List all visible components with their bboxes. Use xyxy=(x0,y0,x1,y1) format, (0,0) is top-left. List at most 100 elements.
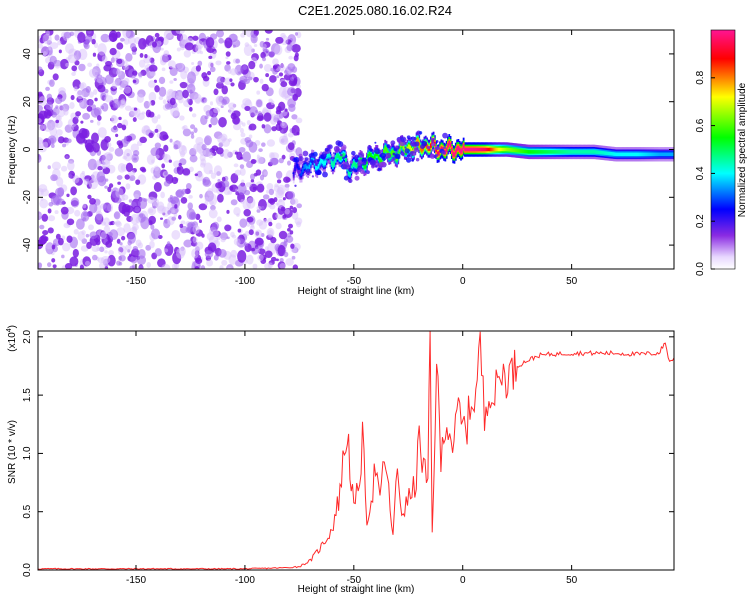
noise-blob xyxy=(76,90,84,100)
noise-blob xyxy=(284,183,290,188)
noise-blob xyxy=(48,201,54,207)
ridge-cell xyxy=(609,151,611,156)
ridge-cell xyxy=(457,145,460,151)
noise-blob xyxy=(209,66,216,73)
noise-blob xyxy=(176,166,181,171)
noise-blob xyxy=(220,105,224,109)
ridge-cell xyxy=(342,152,345,158)
noise-blob xyxy=(289,230,294,235)
noise-blob xyxy=(255,110,259,113)
ridge-cell xyxy=(547,150,550,154)
ridge-cell xyxy=(300,171,303,176)
noise-blob xyxy=(138,59,146,68)
ridge-blob xyxy=(375,165,378,168)
noise-blob xyxy=(77,31,86,43)
noise-blob xyxy=(150,224,155,230)
noise-blob xyxy=(116,122,123,129)
noise-blob xyxy=(268,51,275,58)
noise-blob xyxy=(103,64,112,72)
noise-blob xyxy=(278,230,288,240)
noise-blob xyxy=(94,97,98,102)
noise-blob xyxy=(161,163,166,169)
ridge-blob xyxy=(327,144,333,150)
noise-blob xyxy=(161,264,171,269)
noise-blob xyxy=(224,37,233,49)
noise-blob xyxy=(92,52,97,57)
noise-blob xyxy=(38,96,47,106)
noise-blob xyxy=(284,208,290,215)
ridge-blob xyxy=(302,150,309,157)
noise-blob xyxy=(38,118,42,124)
ridge-blob xyxy=(378,149,382,153)
noise-blob xyxy=(228,102,236,110)
noise-blob xyxy=(89,202,98,214)
noise-blob xyxy=(249,106,258,117)
noise-blob xyxy=(96,120,101,126)
noise-blob xyxy=(163,144,169,152)
noise-blob xyxy=(208,169,214,175)
noise-blob xyxy=(116,175,123,181)
ridge-cell xyxy=(488,147,491,152)
noise-blob xyxy=(109,47,117,56)
ridge-blob xyxy=(369,159,376,166)
noise-blob xyxy=(261,124,266,129)
noise-blob xyxy=(72,79,81,90)
noise-blob xyxy=(123,64,129,71)
ridge-cell xyxy=(465,147,468,152)
noise-blob xyxy=(169,80,174,84)
noise-blob xyxy=(137,242,143,249)
noise-blob xyxy=(225,51,231,57)
noise-blob xyxy=(171,263,178,269)
noise-blob xyxy=(225,56,229,60)
noise-blob xyxy=(119,86,123,90)
noise-blob xyxy=(154,85,160,93)
noise-blob xyxy=(122,30,131,39)
noise-blob xyxy=(291,125,300,136)
noise-blob xyxy=(85,86,91,93)
noise-blob xyxy=(97,43,107,56)
ridge-cell xyxy=(559,150,562,154)
noise-blob xyxy=(42,230,49,236)
ridge-blob xyxy=(304,157,309,161)
y-tick-label: 40 xyxy=(22,48,33,60)
ridge-cell xyxy=(639,152,641,157)
noise-blob xyxy=(131,70,138,76)
ridge-blob xyxy=(377,167,382,172)
noise-blob xyxy=(258,148,263,153)
noise-blob xyxy=(47,227,54,234)
noise-blob xyxy=(239,164,245,169)
noise-blob xyxy=(47,262,52,268)
noise-blob xyxy=(116,260,121,266)
ridge-cell xyxy=(538,150,541,154)
noise-blob xyxy=(69,102,75,110)
noise-blob xyxy=(215,82,224,89)
ridge-cell xyxy=(452,152,455,157)
ridge-cell xyxy=(512,148,515,152)
ridge-blob xyxy=(358,152,365,158)
noise-blob xyxy=(277,245,286,257)
noise-blob xyxy=(62,242,71,252)
noise-blob xyxy=(87,62,93,67)
noise-blob xyxy=(222,149,230,159)
noise-blob xyxy=(181,145,186,152)
ridge-cell xyxy=(594,150,597,154)
noise-blob xyxy=(254,237,264,246)
ridge-cell xyxy=(520,149,523,153)
noise-blob xyxy=(175,30,185,35)
noise-blob xyxy=(273,197,278,203)
noise-blob xyxy=(80,120,84,124)
noise-blob xyxy=(263,112,272,122)
ridge-cell xyxy=(320,158,323,163)
noise-blob xyxy=(191,248,199,259)
noise-blob xyxy=(192,236,198,244)
noise-blob xyxy=(191,62,195,65)
noise-blob xyxy=(86,178,90,183)
noise-blob xyxy=(159,217,163,220)
noise-blob xyxy=(52,194,62,205)
noise-blob xyxy=(284,108,288,112)
noise-blob xyxy=(67,160,75,171)
noise-blob xyxy=(204,200,209,206)
ridge-cell xyxy=(624,152,627,157)
noise-blob xyxy=(296,203,302,209)
